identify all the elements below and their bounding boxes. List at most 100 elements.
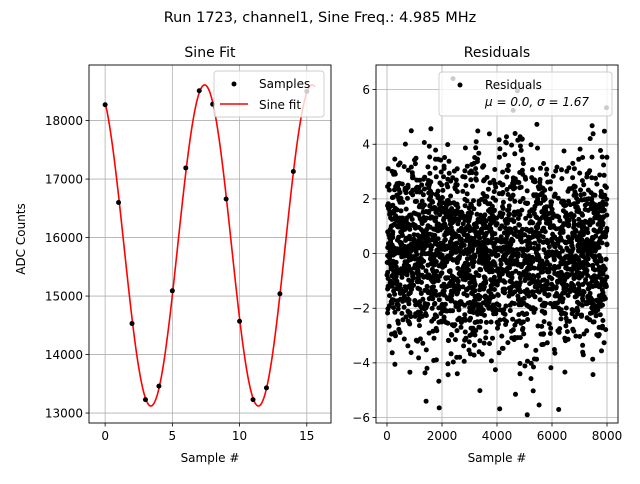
residual-point — [505, 220, 510, 226]
residual-point — [512, 198, 518, 204]
residual-point — [412, 161, 418, 167]
residual-point — [422, 174, 428, 180]
residual-point — [504, 134, 509, 140]
residual-point — [392, 361, 398, 367]
residual-point — [594, 181, 600, 187]
residual-point — [600, 199, 606, 205]
residual-point — [519, 207, 525, 213]
residual-point — [439, 301, 445, 307]
residual-point — [454, 371, 460, 377]
residual-point — [563, 305, 569, 311]
residual-point — [486, 131, 492, 137]
residual-point — [456, 245, 462, 251]
residual-point — [393, 259, 399, 265]
residual-point — [589, 249, 595, 254]
residual-point — [395, 298, 400, 304]
residual-point — [537, 177, 543, 182]
sine-fit-ytick-label: 16000 — [45, 231, 83, 245]
residual-point — [584, 300, 590, 305]
residual-point — [387, 211, 393, 217]
sine-fit-xlabel: Sample # — [181, 451, 240, 465]
residual-point — [402, 224, 408, 230]
residual-point — [400, 199, 406, 205]
residual-point — [537, 217, 543, 222]
residual-point — [580, 212, 585, 218]
residual-point — [526, 275, 532, 281]
residual-point — [454, 328, 460, 334]
sample-point — [129, 321, 135, 327]
residual-point — [544, 166, 550, 172]
residual-point — [599, 154, 605, 160]
residual-point — [572, 184, 578, 190]
residual-point — [597, 270, 603, 276]
residual-point — [524, 412, 530, 418]
residual-point — [520, 161, 526, 167]
residual-point — [497, 146, 503, 152]
residual-point — [512, 289, 518, 295]
residual-point — [586, 196, 592, 202]
residual-point — [436, 405, 442, 411]
residual-point — [462, 312, 468, 318]
residual-point — [523, 343, 529, 349]
residual-point — [529, 234, 535, 240]
residual-point — [510, 238, 516, 244]
residual-point — [496, 154, 502, 160]
residual-point — [399, 310, 405, 316]
residual-point — [458, 320, 464, 325]
residual-point — [416, 234, 422, 240]
residual-point — [436, 305, 442, 311]
residual-point — [496, 350, 502, 356]
residual-point — [555, 195, 561, 201]
residual-point — [508, 226, 514, 232]
residual-point — [487, 216, 493, 222]
residual-point — [515, 137, 521, 143]
residual-point — [514, 252, 520, 258]
residual-point — [483, 329, 489, 335]
residual-point — [489, 220, 494, 226]
residual-point — [558, 316, 564, 322]
residual-point — [422, 186, 427, 192]
residual-point — [446, 158, 452, 164]
residual-point — [520, 226, 525, 232]
residual-point — [524, 201, 530, 207]
sine-fit-legend: Samples Sine fit — [213, 70, 325, 118]
residual-point — [387, 255, 393, 261]
residual-point — [521, 295, 527, 301]
residual-point — [518, 236, 524, 242]
residual-point — [392, 156, 398, 162]
residual-point — [460, 188, 466, 194]
residual-point — [448, 193, 454, 199]
residual-point — [592, 192, 598, 198]
residual-point — [470, 329, 476, 335]
residual-point — [587, 168, 593, 174]
residual-point — [491, 207, 497, 213]
residual-point — [524, 247, 530, 253]
residual-point — [461, 232, 467, 238]
residuals-ytick-label: −4 — [352, 356, 370, 370]
residual-point — [602, 192, 608, 198]
residual-point — [495, 325, 500, 331]
residual-point — [434, 207, 440, 213]
residual-point — [477, 302, 483, 308]
residual-point — [420, 296, 426, 302]
residual-point — [395, 302, 401, 308]
residual-point — [423, 268, 429, 274]
residual-point — [549, 199, 555, 205]
residual-point — [537, 192, 543, 198]
residual-point — [435, 243, 441, 248]
residual-point — [486, 208, 491, 214]
residual-point — [508, 255, 514, 261]
residual-point — [530, 259, 536, 264]
residual-point — [462, 337, 468, 343]
residual-point — [543, 254, 549, 260]
residual-point — [553, 226, 559, 232]
residual-point — [575, 291, 581, 297]
residual-point — [439, 209, 445, 215]
residual-point — [492, 181, 498, 187]
residual-point — [585, 251, 591, 257]
residual-point — [426, 330, 432, 336]
residual-point — [528, 227, 534, 233]
residual-point — [528, 306, 534, 312]
residuals-xtick-label: 6000 — [537, 429, 568, 443]
residual-point — [398, 208, 404, 214]
